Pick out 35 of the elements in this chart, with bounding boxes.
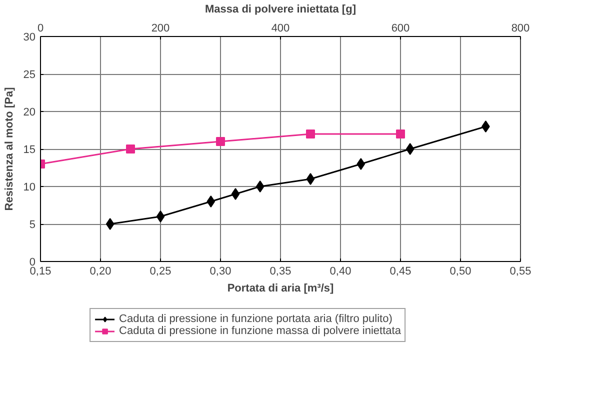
y-tick-label: 10 [23,182,36,194]
x-tick-label: 0,50 [450,266,472,278]
y-tick-label: 0 [29,256,36,268]
y-axis-title: Resistenza al moto [Pa] [3,86,16,211]
x-tick-label: 0,15 [30,266,52,278]
point [306,173,315,185]
point [356,158,366,170]
point [106,218,114,230]
legend-label: Caduta di pressione in funzione portata aria (filtro pulito) [119,313,392,325]
x2-tick-label: 0 [37,22,44,34]
point [231,188,240,200]
point [156,210,165,222]
point [206,196,216,208]
x-tick-label: 0,30 [210,266,232,278]
point [256,180,264,192]
y-tick-label: 20 [23,106,36,118]
x-tick-label: 0,45 [390,266,412,278]
x-axis-title: Portata di aria [m³/s] [227,282,334,294]
x2-tick-label: 600 [391,22,410,34]
x2-tick-label: 400 [271,22,290,34]
x2-tick-label: 200 [151,22,170,34]
x-tick-label: 0,25 [150,266,172,278]
x2-axis-title: Massa di polvere iniettata [g] [205,4,356,16]
point [482,120,490,132]
x-tick-label: 0,35 [270,266,292,278]
legend-label: Caduta di pressione in funzione massa di polvere iniettata [119,325,401,337]
point [406,143,414,155]
y-tick-label: 30 [23,32,36,44]
x-tick-label: 0,55 [510,266,532,278]
x-tick-label: 0,20 [90,266,112,278]
x-tick-label: 0,40 [330,266,352,278]
y-tick-label: 15 [23,144,36,156]
y-tick-label: 5 [29,219,36,231]
y-tick-label: 25 [23,69,36,81]
x2-tick-label: 800 [511,22,530,34]
